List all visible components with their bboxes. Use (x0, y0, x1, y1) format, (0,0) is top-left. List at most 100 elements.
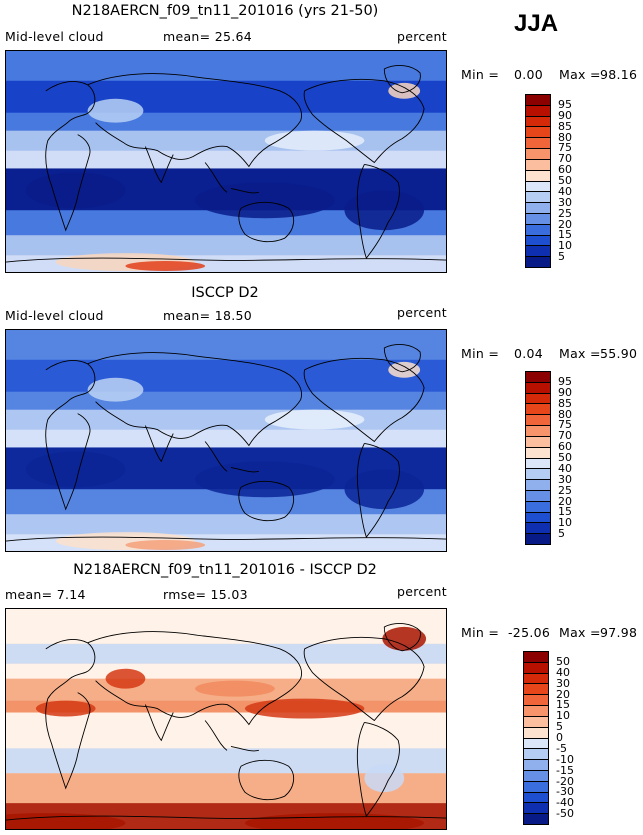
colorbar-tick-label: 30 (558, 195, 572, 209)
colorbar-tick-label: 50 (558, 174, 572, 187)
contour-map (5, 50, 447, 273)
colorbar-swatch (526, 501, 550, 513)
colorbar-swatch (524, 760, 548, 771)
colorbar-labels: 95 90 85 80 75 70 60 50 40 30 25 20 15 10 5 (558, 94, 588, 268)
colorbar-swatch (526, 159, 550, 171)
colorbar-tick-label: 85 (558, 119, 572, 133)
colorbar-tick-label: -50 (556, 807, 574, 821)
colorbar-swatch (526, 105, 550, 117)
colorbar-swatch (526, 224, 550, 236)
colorbar-swatch (524, 695, 548, 707)
coastline (238, 201, 295, 243)
map-contour-region (388, 82, 421, 99)
panel-title: N218AERCN_f09_tn11_201016 (yrs 21-50) (71, 3, 379, 19)
map-contour-region (125, 261, 206, 272)
coastline (356, 164, 400, 259)
colorbar-labels: 50 40 30 20 15 10 5 0 -5 -10 -15 -20 -30 -40 -50 (556, 651, 586, 825)
coastline (87, 631, 302, 726)
colorbar-swatch (526, 246, 550, 258)
map-contour-region (264, 130, 365, 151)
colorbar-tick-label: 5 (558, 250, 565, 264)
max-value: 97.98 (600, 625, 638, 640)
max-value: 55.90 (600, 346, 638, 361)
coastline (204, 162, 259, 194)
colorbar-swatch (526, 170, 550, 182)
colorbar-tick-label: -40 (556, 796, 574, 810)
colorbar-swatch (526, 393, 550, 405)
coastline (45, 81, 96, 232)
colorbar-tick-label: 30 (556, 676, 570, 690)
colorbar-tick-label: 5 (558, 527, 565, 541)
colorbar-swatch (526, 192, 550, 204)
map-contour-region (388, 361, 421, 378)
coastline (383, 344, 421, 373)
units-label: percent (397, 29, 447, 44)
coastline (45, 639, 96, 790)
contour-map (5, 329, 447, 552)
colorbar-tick-label: 0 (556, 731, 563, 744)
colorbar-tick-label: 20 (556, 687, 570, 701)
colorbar-swatch (524, 738, 548, 750)
colorbar-tick-label: 40 (556, 665, 570, 679)
map-zone (6, 130, 446, 151)
colorbar-swatch (524, 662, 548, 674)
coastline (204, 720, 259, 752)
colorbar-swatch (524, 652, 548, 663)
map-zone (6, 330, 446, 360)
map-contour-region (87, 98, 144, 123)
colorbar-tick-label: 20 (558, 494, 572, 508)
mean-label: mean= 25.64 (163, 29, 252, 44)
colorbar-swatch (524, 684, 548, 696)
map-contour-region (344, 190, 425, 231)
coastline (303, 357, 425, 443)
colorbar-tick-label: 70 (558, 429, 572, 443)
colorbar-swatch (524, 803, 548, 815)
colorbar (525, 371, 551, 545)
map-contour-region (195, 680, 275, 697)
map-contour-region (195, 461, 335, 498)
coastline (356, 722, 400, 817)
map-zone (6, 663, 446, 679)
map-zone (6, 112, 446, 131)
map-contour-region (244, 698, 365, 719)
colorbar-swatch (526, 149, 550, 160)
colorbar-tick-label: 70 (558, 152, 572, 166)
min-label: Min = (461, 67, 500, 82)
map-zone (6, 51, 446, 81)
colorbar-tick-label: 5 (556, 720, 563, 734)
coastline (6, 257, 446, 263)
colorbar-swatch (526, 490, 550, 502)
map-zone (6, 80, 446, 113)
map-zone (6, 429, 446, 448)
map-svg (6, 330, 446, 551)
colorbar-tick-label: 15 (558, 228, 572, 242)
colorbar-tick-label: -15 (556, 763, 574, 777)
colorbar-swatch (526, 138, 550, 150)
colorbar-tick-label: 80 (558, 407, 572, 421)
colorbar-tick-label: 10 (558, 516, 572, 530)
colorbar-tick-label: 25 (558, 483, 572, 497)
colorbar-tick-label: 50 (558, 451, 572, 464)
coastline (204, 441, 259, 473)
mean-label: mean= 18.50 (163, 308, 252, 323)
colorbar-swatch (526, 235, 550, 247)
colorbar-tick-label: 30 (558, 472, 572, 486)
coastline (356, 443, 400, 538)
coastline (238, 480, 295, 522)
colorbar-tick-label: -30 (556, 785, 574, 799)
colorbar-tick-label: 10 (558, 239, 572, 253)
colorbar-swatch (526, 203, 550, 214)
colorbar-tick-label: 95 (558, 374, 572, 388)
colorbar-tick-label: 10 (556, 709, 570, 723)
coastline (238, 759, 295, 801)
coastline (144, 704, 174, 742)
units-label: percent (397, 305, 447, 320)
max-value: 98.16 (600, 67, 638, 82)
map-contour-region (35, 700, 96, 717)
panel-title: ISCCP D2 (191, 285, 259, 301)
colorbar-tick-label: 20 (558, 217, 572, 231)
map-zone (6, 514, 446, 535)
rmse-label: rmse= 15.03 (163, 587, 248, 602)
map-contour-region (25, 172, 126, 209)
colorbar-swatch (524, 781, 548, 793)
